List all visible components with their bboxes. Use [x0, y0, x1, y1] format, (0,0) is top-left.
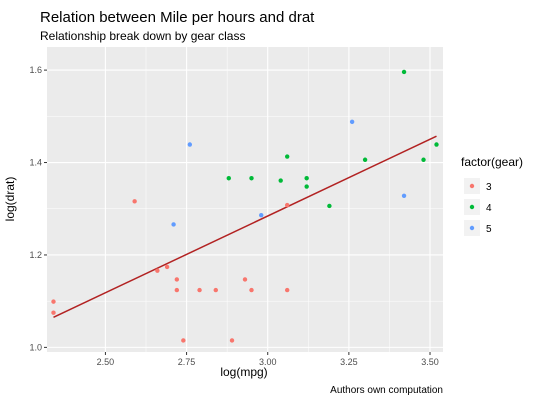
data-point-gear-3 [242, 277, 248, 282]
data-point-gear-5 [187, 142, 193, 147]
data-point-gear-4 [304, 184, 309, 189]
trend-line-layer [53, 135, 437, 319]
data-point-gear-3 [284, 202, 290, 208]
legend-items: 3 4 5 [464, 178, 492, 236]
data-point-gear-4 [304, 176, 309, 181]
data-point-gear-5 [171, 222, 176, 227]
data-point-gear-4 [362, 157, 368, 162]
legend-point-4 [469, 204, 475, 210]
data-point-gear-4 [421, 157, 426, 162]
data-point-gear-3 [249, 287, 254, 293]
x-tick-label: 2.75 [178, 357, 196, 367]
data-point-gear-3 [213, 287, 218, 293]
data-point-gear-3 [164, 264, 170, 270]
data-point-gear-3 [51, 299, 56, 304]
x-tick-label: 3.00 [259, 357, 277, 367]
data-point-gear-4 [327, 203, 332, 209]
chart-caption: Authors own computation [330, 385, 443, 396]
chart-subtitle: Relationship break down by gear class [40, 29, 245, 43]
legend-label-4: 4 [486, 203, 492, 214]
x-tick-label: 2.50 [97, 357, 115, 367]
chart-title: Relation between Mile per hours and drat [40, 9, 315, 26]
legend-label-5: 5 [486, 224, 492, 235]
legend: factor(gear) 3 4 5 [461, 155, 523, 236]
legend-point-3 [469, 183, 475, 189]
plot-background [47, 47, 443, 352]
data-point-gear-4 [401, 69, 407, 75]
legend-title: factor(gear) [461, 155, 523, 169]
data-point-gear-3 [51, 310, 56, 315]
y-tick-label: 1.0 [29, 342, 42, 352]
data-point-gear-5 [349, 119, 355, 125]
data-point-gear-4 [249, 176, 254, 181]
legend-label-3: 3 [486, 182, 492, 193]
data-point-gear-3 [229, 338, 235, 343]
axes: 2.50 2.75 3.00 3.25 3.50 1.0 1.2 1.4 1.6 [29, 65, 438, 367]
data-point-gear-3 [155, 268, 160, 273]
data-point-gear-3 [181, 338, 186, 343]
data-point-gear-3 [132, 199, 137, 204]
x-tick-label: 3.50 [421, 357, 439, 367]
grid-lines [47, 47, 443, 352]
data-point-gear-3 [174, 277, 180, 282]
data-point-gear-5 [401, 193, 407, 199]
y-tick-label: 1.2 [29, 250, 42, 260]
data-points [51, 69, 439, 343]
data-point-gear-4 [226, 176, 231, 181]
y-axis-label: log(drat) [3, 177, 17, 222]
data-point-gear-5 [259, 213, 264, 218]
y-tick-label: 1.4 [29, 158, 42, 168]
x-tick-label: 3.25 [340, 357, 358, 367]
data-point-gear-3 [197, 287, 202, 293]
trend-line [53, 135, 437, 319]
data-point-gear-4 [434, 142, 439, 147]
data-point-gear-4 [278, 178, 283, 183]
legend-point-5 [469, 225, 475, 231]
plot-panel [47, 47, 443, 352]
data-point-gear-3 [284, 287, 290, 293]
x-axis-label: log(mpg) [220, 365, 267, 379]
y-tick-label: 1.6 [29, 65, 42, 75]
data-point-gear-4 [284, 154, 290, 159]
data-point-gear-3 [174, 287, 180, 293]
